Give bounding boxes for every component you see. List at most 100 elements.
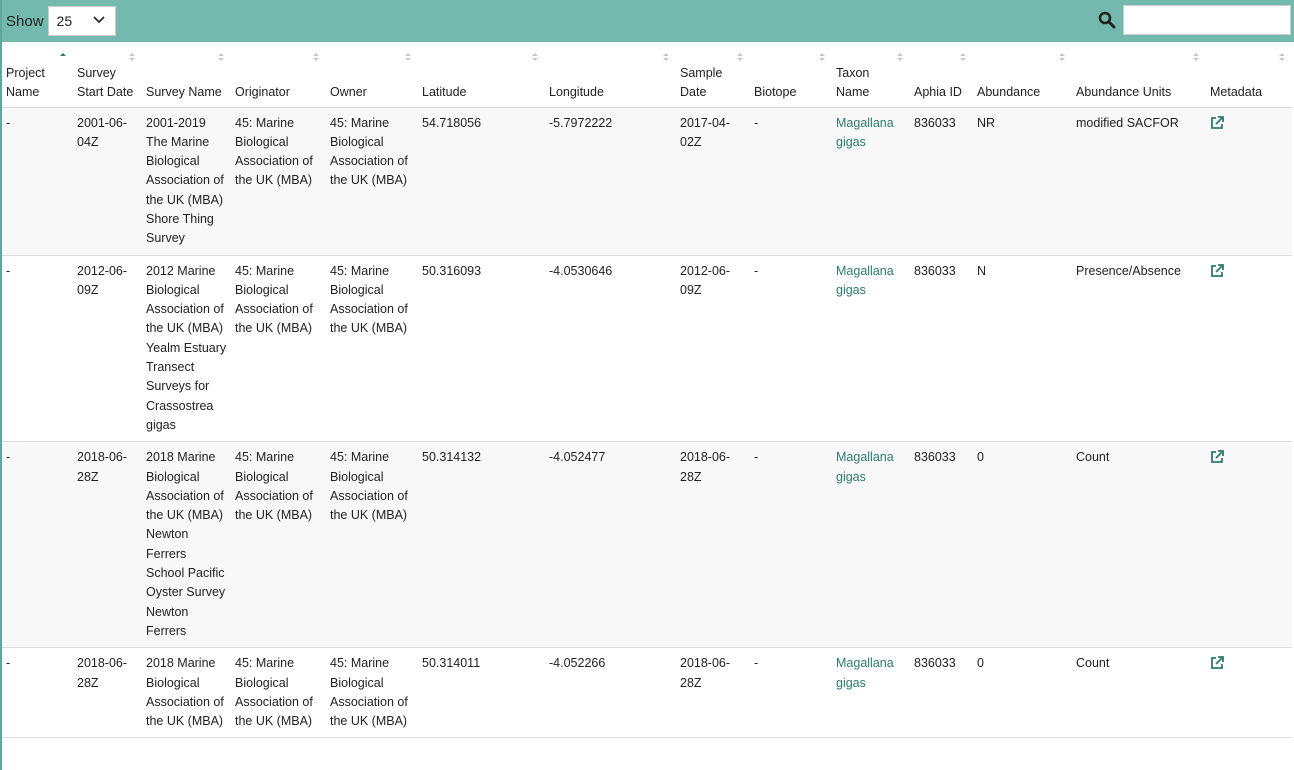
cell-taxon-name[interactable]: Magallana gigas xyxy=(832,441,910,649)
table-toolbar: Show 25 xyxy=(2,0,1294,42)
cell-originator: 45: Marine Biological Association of the… xyxy=(231,647,326,739)
cell-survey-start-date: 2012-06-09Z xyxy=(73,255,142,443)
cell-longitude: -4.0530646 xyxy=(545,255,676,443)
column-label: Longitude xyxy=(549,84,604,99)
cell-sample-date: 2012-06-09Z xyxy=(676,255,750,443)
cell-aphia-id: 836033 xyxy=(910,647,973,739)
column-header-taxon-name[interactable]: Taxon Name xyxy=(832,42,910,108)
column-header-longitude[interactable]: Longitude xyxy=(545,42,676,108)
column-header-survey-name[interactable]: Survey Name xyxy=(142,42,231,108)
sort-icon xyxy=(737,53,743,61)
cell-latitude: 50.314011 xyxy=(418,647,545,739)
cell-owner: 45: Marine Biological Association of the… xyxy=(326,255,418,443)
cell-longitude: -4.052477 xyxy=(545,441,676,649)
sort-icon xyxy=(897,53,903,61)
external-link-icon[interactable] xyxy=(1210,656,1224,670)
cell-survey-name: 2001-2019 The Marine Biological Associat… xyxy=(142,107,231,256)
cell-project-name: - xyxy=(2,255,73,443)
sort-icon xyxy=(129,53,135,61)
column-label: Taxon Name xyxy=(836,65,870,99)
cell-taxon-name[interactable]: Magallana gigas xyxy=(832,647,910,739)
column-header-originator[interactable]: Originator xyxy=(231,42,326,108)
cell-abundance: N xyxy=(973,255,1072,443)
column-header-owner[interactable]: Owner xyxy=(326,42,418,108)
results-table: Project Name Survey Start Date Survey Name… xyxy=(2,42,1292,739)
cell-survey-name: 2018 Marine Biological Association of th… xyxy=(142,441,231,649)
cell-sample-date: 2017-04-02Z xyxy=(676,107,750,256)
cell-survey-name: 2018 Marine Biological Association of th… xyxy=(142,647,231,739)
column-header-latitude[interactable]: Latitude xyxy=(418,42,545,108)
cell-abundance: NR xyxy=(973,107,1072,256)
cell-owner: 45: Marine Biological Association of the… xyxy=(326,647,418,739)
cell-aphia-id: 836033 xyxy=(910,255,973,443)
cell-longitude: -5.7972222 xyxy=(545,107,676,256)
cell-abundance: 0 xyxy=(973,647,1072,739)
column-label: Owner xyxy=(330,84,367,99)
cell-longitude: -4.052266 xyxy=(545,647,676,739)
cell-metadata xyxy=(1206,441,1292,649)
cell-taxon-name[interactable]: Magallana gigas xyxy=(832,255,910,443)
column-header-biotope[interactable]: Biotope xyxy=(750,42,832,108)
sort-icon xyxy=(1059,53,1065,61)
cell-metadata xyxy=(1206,255,1292,443)
cell-taxon-name[interactable]: Magallana gigas xyxy=(832,107,910,256)
column-header-abundance[interactable]: Abundance xyxy=(973,42,1072,108)
header-row: Project Name Survey Start Date Survey Name… xyxy=(2,42,1292,108)
cell-originator: 45: Marine Biological Association of the… xyxy=(231,255,326,443)
table-row: -2018-06-28Z 2018 Marine Biological Assoc… xyxy=(2,441,1292,649)
sort-icon xyxy=(313,53,319,61)
column-label: Sample Date xyxy=(680,65,723,99)
cell-survey-start-date: 2001-06-04Z xyxy=(73,107,142,256)
column-header-aphia-id[interactable]: Aphia ID xyxy=(910,42,973,108)
sort-ascending-icon xyxy=(60,53,66,56)
cell-abundance-units: Presence/Absence xyxy=(1072,255,1206,443)
page-size-select[interactable]: 25 xyxy=(47,6,116,36)
sort-icon xyxy=(1279,53,1285,61)
sort-icon xyxy=(663,53,669,61)
cell-abundance-units: Count xyxy=(1072,441,1206,649)
cell-abundance: 0 xyxy=(973,441,1072,649)
chevron-down-icon xyxy=(92,16,105,24)
column-header-abundance-units[interactable]: Abundance Units xyxy=(1072,42,1206,108)
cell-originator: 45: Marine Biological Association of the… xyxy=(231,441,326,649)
cell-biotope: - xyxy=(750,441,832,649)
cell-abundance-units: Count xyxy=(1072,647,1206,739)
cell-project-name: - xyxy=(2,107,73,256)
cell-owner: 45: Marine Biological Association of the… xyxy=(326,107,418,256)
table-row: -2018-06-28Z 2018 Marine Biological Assoc… xyxy=(2,647,1292,739)
sort-icon xyxy=(960,53,966,61)
external-link-icon[interactable] xyxy=(1210,450,1224,464)
column-label: Aphia ID xyxy=(914,84,962,99)
cell-originator: 45: Marine Biological Association of the… xyxy=(231,107,326,256)
cell-project-name: - xyxy=(2,441,73,649)
cell-biotope: - xyxy=(750,255,832,443)
cell-survey-start-date: 2018-06-28Z xyxy=(73,647,142,739)
column-header-survey-start-date[interactable]: Survey Start Date xyxy=(73,42,142,108)
column-label: Survey Name xyxy=(146,84,222,99)
column-label: Abundance xyxy=(977,84,1041,99)
cell-survey-name: 2012 Marine Biological Association of th… xyxy=(142,255,231,443)
cell-project-name: - xyxy=(2,647,73,739)
cell-sample-date: 2018-06-28Z xyxy=(676,647,750,739)
sort-icon xyxy=(1193,53,1199,61)
cell-aphia-id: 836033 xyxy=(910,107,973,256)
column-header-project-name[interactable]: Project Name xyxy=(2,42,73,108)
cell-latitude: 50.314132 xyxy=(418,441,545,649)
cell-biotope: - xyxy=(750,107,832,256)
search-input[interactable] xyxy=(1123,5,1291,35)
column-label: Abundance Units xyxy=(1076,84,1172,99)
cell-survey-start-date: 2018-06-28Z xyxy=(73,441,142,649)
column-header-sample-date[interactable]: Sample Date xyxy=(676,42,750,108)
sort-icon xyxy=(218,53,224,61)
sort-icon xyxy=(819,53,825,61)
external-link-icon[interactable] xyxy=(1210,115,1224,130)
cell-latitude: 54.718056 xyxy=(418,107,545,256)
column-label: Biotope xyxy=(754,84,797,99)
column-header-metadata[interactable]: Metadata xyxy=(1206,42,1292,108)
external-link-icon[interactable] xyxy=(1210,263,1224,278)
search-icon xyxy=(1098,11,1116,29)
column-label: Metadata xyxy=(1210,84,1263,99)
sort-icon xyxy=(532,53,538,61)
table-row: -2001-06-04Z 2001-2019 The Marine Biologi… xyxy=(2,107,1292,256)
cell-metadata xyxy=(1206,647,1292,739)
